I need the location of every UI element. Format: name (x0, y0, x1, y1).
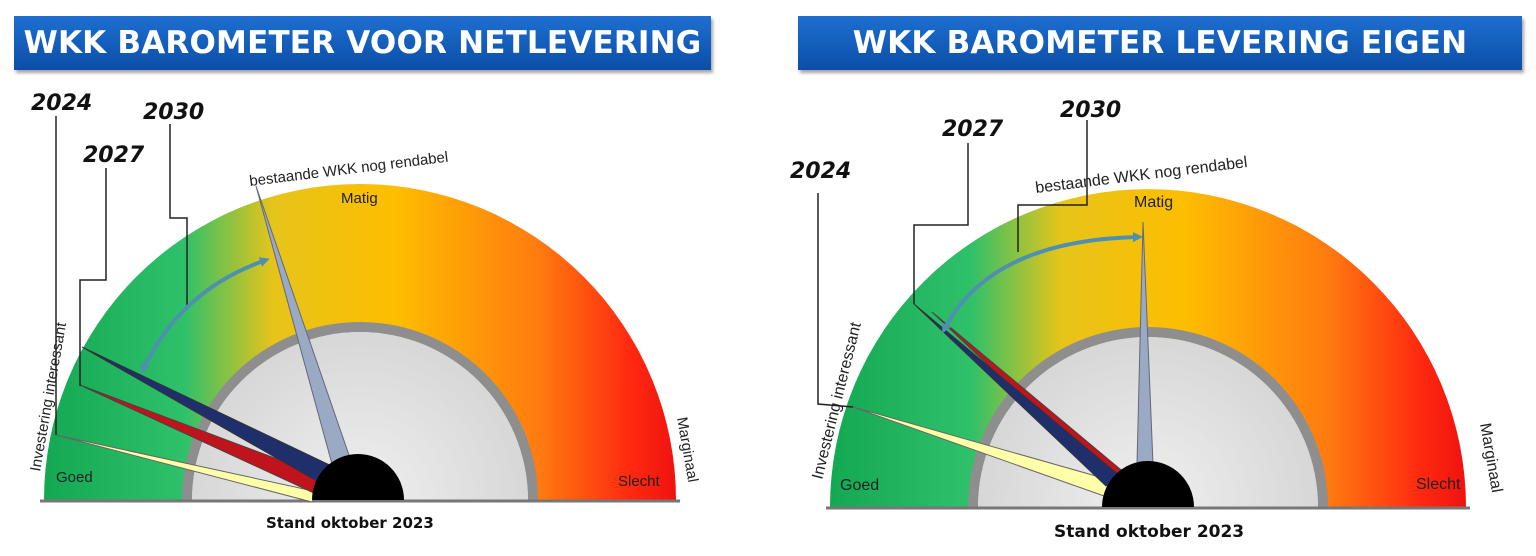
left-gauge: 2024 2027 2030 bestaande WKK nog rendabe… (27, 91, 701, 532)
right-range-arrow (942, 232, 1143, 334)
left-scale-bad: Slecht (618, 473, 661, 490)
left-leader-2027 (79, 168, 107, 386)
left-year-2030: 2030 (143, 100, 204, 125)
right-gauge: 2024 2027 2030 bestaande WKK nog rendabe… (790, 98, 1505, 542)
right-leader-2024 (817, 193, 854, 408)
left-scale-marginal: Marginaal (673, 416, 701, 484)
right-leader-2027 (913, 143, 969, 304)
left-zone-label: bestaande WKK nog rendabel (248, 149, 449, 190)
right-scale-good: Goed (840, 477, 879, 494)
left-year-2024: 2024 (31, 91, 92, 116)
left-year-2027: 2027 (83, 143, 145, 168)
left-scale-good: Goed (56, 469, 93, 486)
left-scale-medium: Matig (341, 190, 378, 207)
right-scale-medium: Matig (1134, 194, 1173, 211)
left-title-banner: WKK BAROMETER VOOR NETLEVERING (14, 16, 711, 70)
right-year-2024: 2024 (790, 159, 851, 184)
right-title-banner: WKK BAROMETER LEVERING EIGEN BEDRIJF (798, 16, 1522, 115)
left-range-arrow (140, 257, 270, 374)
right-leader-2030 (1017, 120, 1088, 252)
right-gauge-hub (1102, 461, 1194, 507)
left-gauge-hub (312, 454, 404, 500)
left-stand-label: Stand oktober 2023 (266, 514, 434, 532)
right-scale-marginal: Marginaal (1476, 422, 1505, 494)
right-year-2030: 2030 (1060, 98, 1121, 123)
right-scale-bad: Slecht (1416, 476, 1461, 493)
right-stand-label: Stand oktober 2023 (1054, 522, 1244, 542)
right-year-2027: 2027 (942, 117, 1004, 142)
